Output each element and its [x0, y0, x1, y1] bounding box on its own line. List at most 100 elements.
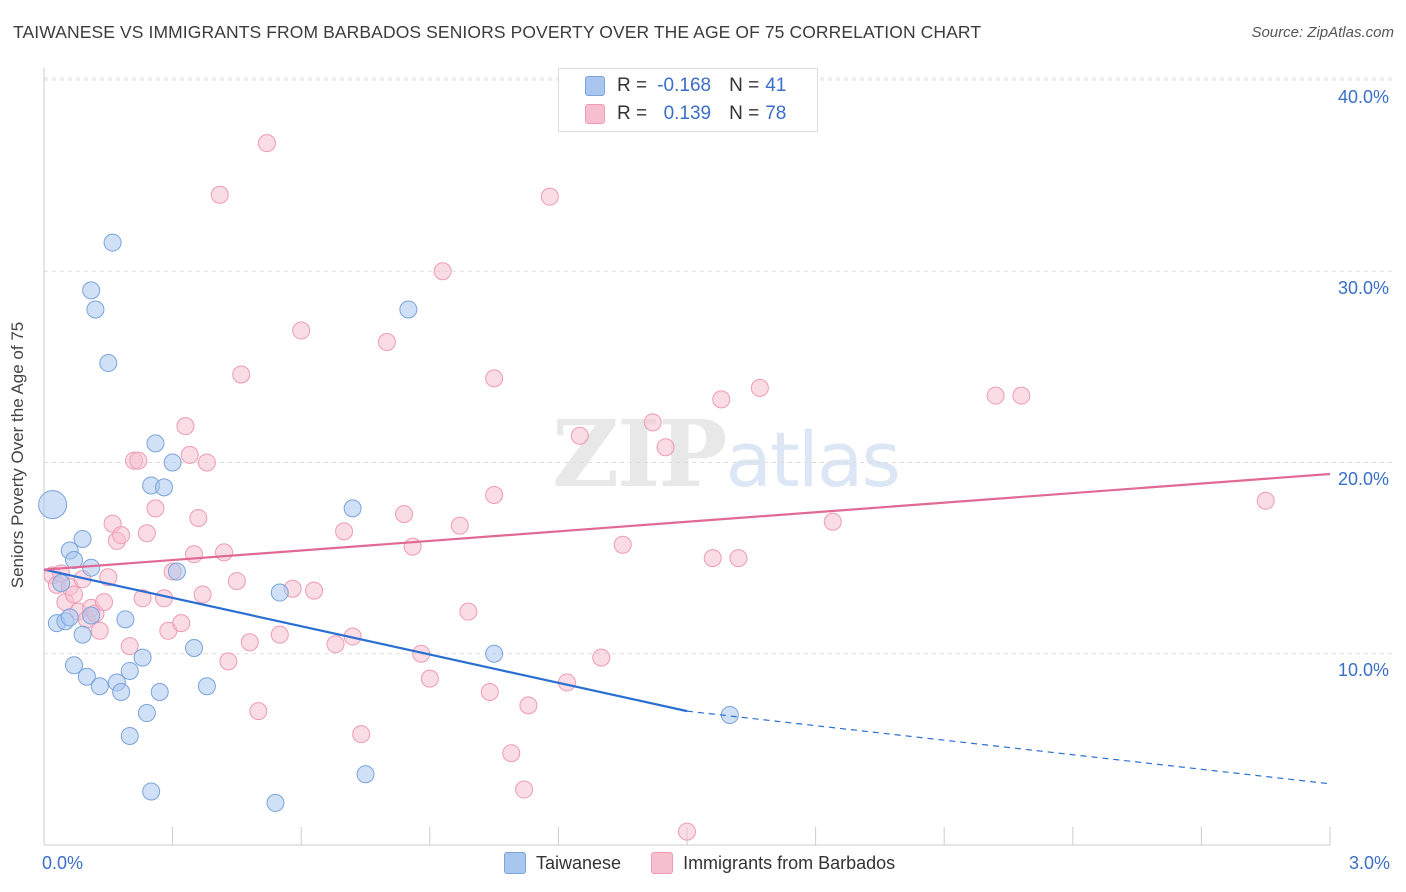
taiwanese-point [133, 648, 152, 667]
r-value-barbados: 0.139 [663, 103, 712, 124]
barbados-point [292, 321, 311, 340]
taiwanese-point [38, 490, 68, 520]
taiwanese-point [137, 704, 156, 723]
barbados-point [133, 589, 152, 608]
taiwanese-point [77, 667, 96, 686]
taiwanese-swatch [585, 76, 605, 96]
barbados-point [210, 185, 229, 204]
barbados-point [678, 822, 696, 841]
barbados-point [326, 635, 345, 654]
taiwanese-point [146, 434, 165, 453]
barbados-point [433, 262, 452, 281]
barbados-point [592, 648, 611, 667]
legend-row-barbados: R = 0.139 N = 78 [585, 103, 795, 125]
n-value-taiwanese: 41 [765, 75, 787, 96]
taiwanese-point [52, 573, 71, 592]
barbados-point [90, 621, 109, 640]
barbados-point [613, 535, 632, 554]
legend-label-barbados: Immigrants from Barbados [683, 852, 896, 873]
taiwanese-point [65, 551, 84, 570]
barbados-point [450, 516, 469, 535]
taiwanese-point [120, 726, 139, 745]
barbados-point [112, 526, 131, 545]
barbados-point [137, 524, 156, 543]
r-value-taiwanese: -0.168 [657, 75, 712, 96]
barbados-point [120, 637, 139, 656]
taiwanese-point [266, 793, 285, 812]
taiwanese-point [343, 499, 362, 518]
barbados-point [395, 505, 414, 524]
taiwanese-point [270, 583, 289, 602]
y-tick-label-30: 30.0% [1338, 278, 1390, 298]
legend-item-taiwanese: Taiwanese [504, 852, 621, 874]
taiwanese-point [82, 606, 101, 625]
barbados-point [257, 134, 276, 153]
y-tick-label-20: 20.0% [1338, 469, 1390, 489]
watermark: ZIPatlas [552, 400, 901, 508]
n-label: N = [729, 75, 760, 96]
taiwanese-point [155, 478, 174, 497]
barbados-point [180, 445, 199, 464]
taiwanese-point [142, 782, 161, 801]
barbados-point [197, 453, 216, 472]
taiwanese-point [60, 608, 79, 627]
barbados-point [129, 451, 148, 470]
taiwanese-swatch [504, 852, 526, 874]
barbados-point [570, 426, 589, 445]
barbados-point [750, 378, 769, 397]
n-value-barbados: 78 [765, 103, 787, 124]
source-credit: Source: ZipAtlas.com [1251, 24, 1394, 41]
taiwanese-point [99, 354, 118, 373]
legend-item-barbados: Immigrants from Barbados [651, 852, 895, 874]
correlation-legend: R = -0.168 N = 41 R = 0.139 N = 78 [558, 68, 818, 132]
barbados-point [176, 417, 195, 436]
barbados-point [146, 499, 165, 518]
barbados-point [729, 549, 748, 568]
taiwanese-point [120, 661, 139, 680]
barbados-point [823, 512, 842, 531]
taiwanese-point [65, 656, 84, 675]
taiwanese-point [356, 765, 375, 784]
taiwanese-point [73, 530, 92, 548]
barbados-point [227, 572, 246, 591]
taiwanese-point [197, 677, 216, 696]
barbados-point [232, 365, 251, 384]
taiwanese-point [82, 558, 101, 577]
taiwanese-point [86, 300, 105, 319]
chart-title: TAIWANESE VS IMMIGRANTS FROM BARBADOS SE… [13, 22, 982, 42]
series-legend: Taiwanese Immigrants from Barbados [504, 852, 925, 874]
barbados-point [1012, 386, 1031, 405]
barbados-point [420, 669, 439, 688]
taiwanese-trend-line [43, 568, 688, 713]
taiwanese-trend-extension [686, 710, 1331, 785]
barbados-point [215, 543, 234, 562]
taiwanese-point [485, 644, 504, 663]
x-tick-label-max: 3.0% [1349, 853, 1391, 873]
taiwanese-point [90, 677, 109, 696]
barbados-point [193, 585, 212, 604]
barbados-swatch [585, 104, 605, 124]
barbados-point [335, 522, 354, 541]
taiwanese-point [185, 639, 204, 658]
barbados-point [352, 725, 371, 744]
taiwanese-point [167, 562, 186, 581]
barbados-point [502, 744, 521, 763]
barbados-trend-line [43, 472, 1331, 571]
barbados-point [485, 486, 504, 505]
barbados-point [703, 549, 722, 568]
barbados-point [712, 390, 731, 409]
barbados-point [270, 625, 289, 644]
barbados-point [515, 780, 534, 799]
barbados-point [219, 652, 238, 671]
barbados-point [65, 585, 84, 604]
barbados-point [249, 702, 268, 721]
barbados-point [172, 614, 191, 633]
barbados-point [519, 696, 538, 715]
barbados-point [643, 413, 662, 432]
taiwanese-point [103, 233, 122, 252]
barbados-point [305, 581, 324, 600]
taiwanese-point [399, 300, 418, 319]
barbados-point [185, 545, 204, 564]
taiwanese-point [116, 610, 135, 629]
barbados-point [189, 508, 208, 527]
